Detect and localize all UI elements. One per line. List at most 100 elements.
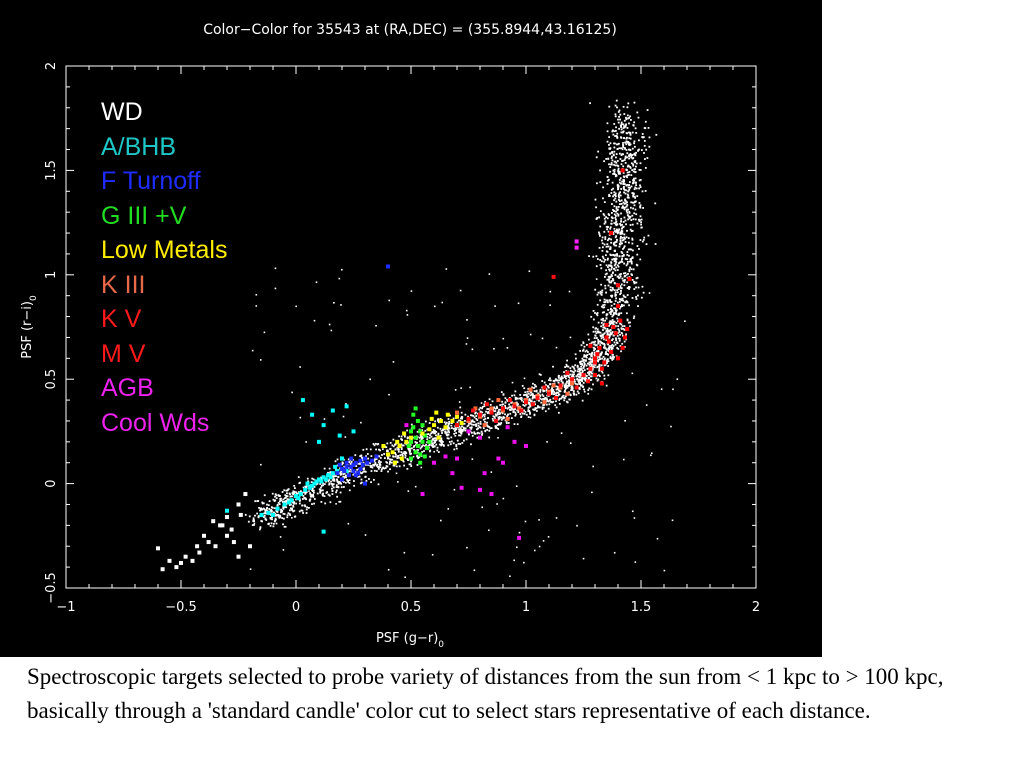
background-star bbox=[435, 439, 438, 441]
background-star bbox=[244, 513, 247, 516]
background-star bbox=[589, 375, 592, 378]
g-iii-v-point bbox=[415, 418, 420, 423]
background-star bbox=[624, 272, 627, 274]
background-star bbox=[631, 169, 634, 171]
background-star bbox=[630, 156, 633, 159]
background-star bbox=[542, 404, 545, 406]
background-star bbox=[617, 205, 620, 208]
background-star bbox=[626, 287, 629, 289]
background-star bbox=[375, 324, 377, 327]
background-star bbox=[609, 248, 611, 250]
background-star bbox=[376, 463, 379, 466]
background-star bbox=[527, 395, 530, 398]
background-star bbox=[372, 463, 375, 466]
background-star bbox=[515, 401, 518, 404]
background-star bbox=[617, 195, 620, 197]
background-star bbox=[509, 406, 512, 409]
background-star bbox=[461, 416, 464, 418]
background-star bbox=[541, 380, 544, 382]
background-star bbox=[336, 480, 339, 483]
background-star bbox=[608, 335, 611, 337]
background-star bbox=[498, 411, 500, 414]
background-star bbox=[613, 146, 616, 149]
background-star bbox=[588, 353, 591, 355]
background-star bbox=[617, 231, 620, 234]
background-star bbox=[642, 238, 645, 241]
background-star bbox=[538, 519, 540, 521]
m-v-point bbox=[625, 327, 630, 332]
low-metals-point bbox=[450, 418, 455, 423]
background-star bbox=[590, 388, 593, 391]
m-v-point bbox=[609, 231, 614, 236]
m-v-point bbox=[606, 339, 611, 344]
background-star bbox=[617, 185, 620, 188]
background-star bbox=[428, 422, 431, 424]
background-star bbox=[431, 442, 434, 445]
background-star bbox=[628, 210, 631, 213]
background-star bbox=[514, 398, 517, 401]
background-star bbox=[617, 111, 620, 113]
background-star bbox=[553, 382, 556, 385]
background-star bbox=[563, 371, 565, 373]
background-star bbox=[610, 192, 613, 194]
background-star bbox=[598, 369, 601, 372]
background-star bbox=[521, 384, 524, 387]
background-star bbox=[520, 397, 523, 400]
background-star bbox=[609, 276, 612, 279]
background-star bbox=[407, 447, 410, 450]
background-star bbox=[619, 345, 622, 347]
background-star bbox=[612, 154, 615, 157]
x-tick-label: 0 bbox=[292, 600, 300, 615]
background-star bbox=[601, 255, 604, 258]
background-star bbox=[616, 148, 619, 151]
background-star bbox=[257, 515, 260, 518]
background-star bbox=[629, 186, 631, 189]
background-star bbox=[624, 161, 627, 164]
background-star bbox=[587, 351, 589, 353]
background-star bbox=[602, 342, 605, 345]
wd-point bbox=[248, 544, 252, 549]
background-star bbox=[268, 500, 271, 503]
background-star bbox=[517, 302, 520, 305]
background-star bbox=[622, 171, 625, 174]
k-v-point bbox=[574, 385, 579, 390]
background-star bbox=[259, 528, 261, 531]
background-star bbox=[625, 264, 628, 267]
background-star bbox=[305, 485, 308, 488]
background-star bbox=[603, 364, 606, 367]
background-star bbox=[607, 179, 609, 182]
background-star bbox=[617, 172, 620, 174]
background-star bbox=[576, 524, 578, 527]
cool-wds-point bbox=[478, 435, 482, 440]
background-star bbox=[614, 210, 617, 213]
background-star bbox=[487, 529, 490, 532]
background-star bbox=[625, 118, 628, 121]
a-bhb-point bbox=[312, 481, 317, 486]
background-star bbox=[623, 345, 626, 348]
background-star bbox=[614, 236, 617, 239]
a-bhb-point bbox=[298, 492, 303, 497]
background-star bbox=[480, 430, 483, 433]
background-star bbox=[427, 445, 430, 447]
background-star bbox=[293, 484, 296, 487]
background-star bbox=[627, 117, 630, 120]
background-star bbox=[437, 433, 440, 436]
background-star bbox=[305, 486, 308, 489]
background-star bbox=[615, 310, 618, 313]
background-star bbox=[635, 286, 637, 289]
background-star bbox=[328, 482, 331, 485]
background-star bbox=[290, 503, 292, 506]
background-star bbox=[569, 373, 572, 376]
background-star bbox=[533, 413, 536, 416]
background-star bbox=[629, 228, 632, 231]
background-star bbox=[538, 545, 541, 548]
background-star bbox=[590, 315, 593, 318]
target-series bbox=[156, 168, 632, 572]
background-star bbox=[632, 280, 635, 283]
background-star bbox=[633, 177, 635, 180]
background-star bbox=[433, 437, 436, 440]
background-star bbox=[569, 442, 572, 444]
f-turnoff-point bbox=[353, 460, 358, 465]
background-star bbox=[614, 291, 617, 294]
background-star bbox=[612, 129, 614, 132]
